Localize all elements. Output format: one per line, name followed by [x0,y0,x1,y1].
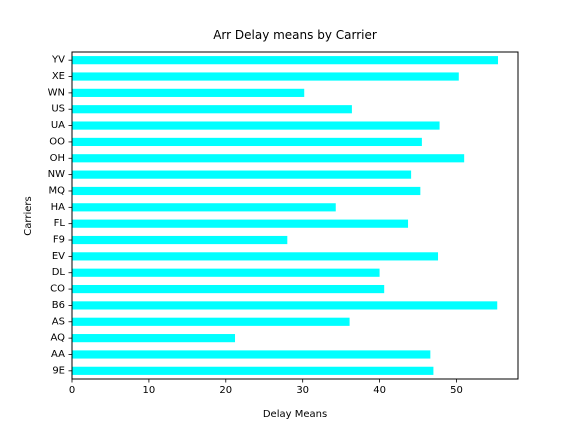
bar-f9 [72,235,288,245]
bar-dl [72,268,380,277]
bar-wn [72,88,305,97]
x-tick-label-30: 30 [296,385,309,396]
y-tick-label-9e: 9E [52,365,65,376]
y-tick-label-aa: AA [51,349,65,360]
bars-group [72,56,499,375]
y-tick-label-yv: YV [51,55,65,66]
bar-oo [72,137,422,147]
bar-us [72,105,352,114]
x-tick-label-40: 40 [373,385,386,396]
y-axis-label: Carriers [23,196,34,235]
y-axis-ticks: 9E AA AQ AS B6 CO DL EV F9 FL HA MQ NW OH OO UA US WN XE YV [48,55,72,376]
x-tick-label-50: 50 [450,385,463,396]
y-tick-label-f9: F9 [53,235,65,246]
y-tick-label-fl: FL [54,218,66,229]
y-tick-label-co: CO [50,284,65,295]
y-tick-label-wn: WN [48,87,65,98]
x-tick-label-10: 10 [143,385,156,396]
y-tick-label-mq: MQ [49,185,66,196]
bar-as [72,317,350,326]
bar-b6 [72,301,498,310]
y-tick-label-dl: DL [52,267,66,278]
y-tick-label-ua: UA [51,120,65,131]
bar-ev [72,252,439,261]
bar-co [72,284,385,294]
plot-frame [71,51,519,380]
bar-fl [72,219,409,228]
bar-aa [72,350,431,359]
y-tick-label-b6: B6 [52,300,65,311]
x-tick-label-20: 20 [219,385,232,396]
y-tick-label-ev: EV [52,251,65,262]
bar-yv [72,56,499,65]
y-tick-label-aq: AQ [50,333,65,344]
x-axis-ticks: 0 10 20 30 40 50 [69,379,463,396]
bar-mq [72,186,421,196]
y-tick-label-ha: HA [51,202,66,213]
bar-xe [72,72,459,81]
y-tick-label-oh: OH [50,153,65,164]
bar-ha [72,203,336,212]
x-axis-label: Delay Means [263,409,327,420]
y-tick-label-nw: NW [48,169,65,180]
y-tick-label-us: US [51,104,65,115]
y-tick-label-oo: OO [49,136,65,147]
bar-ua [72,121,440,130]
x-tick-label-0: 0 [69,385,75,396]
y-tick-label-xe: XE [52,71,65,82]
bar-oh [72,154,465,163]
chart-title: Arr Delay means by Carrier [213,28,377,42]
bar-aq [72,334,236,343]
y-tick-label-as: AS [52,316,65,327]
bar-nw [72,170,412,179]
bar-9e [72,366,434,375]
